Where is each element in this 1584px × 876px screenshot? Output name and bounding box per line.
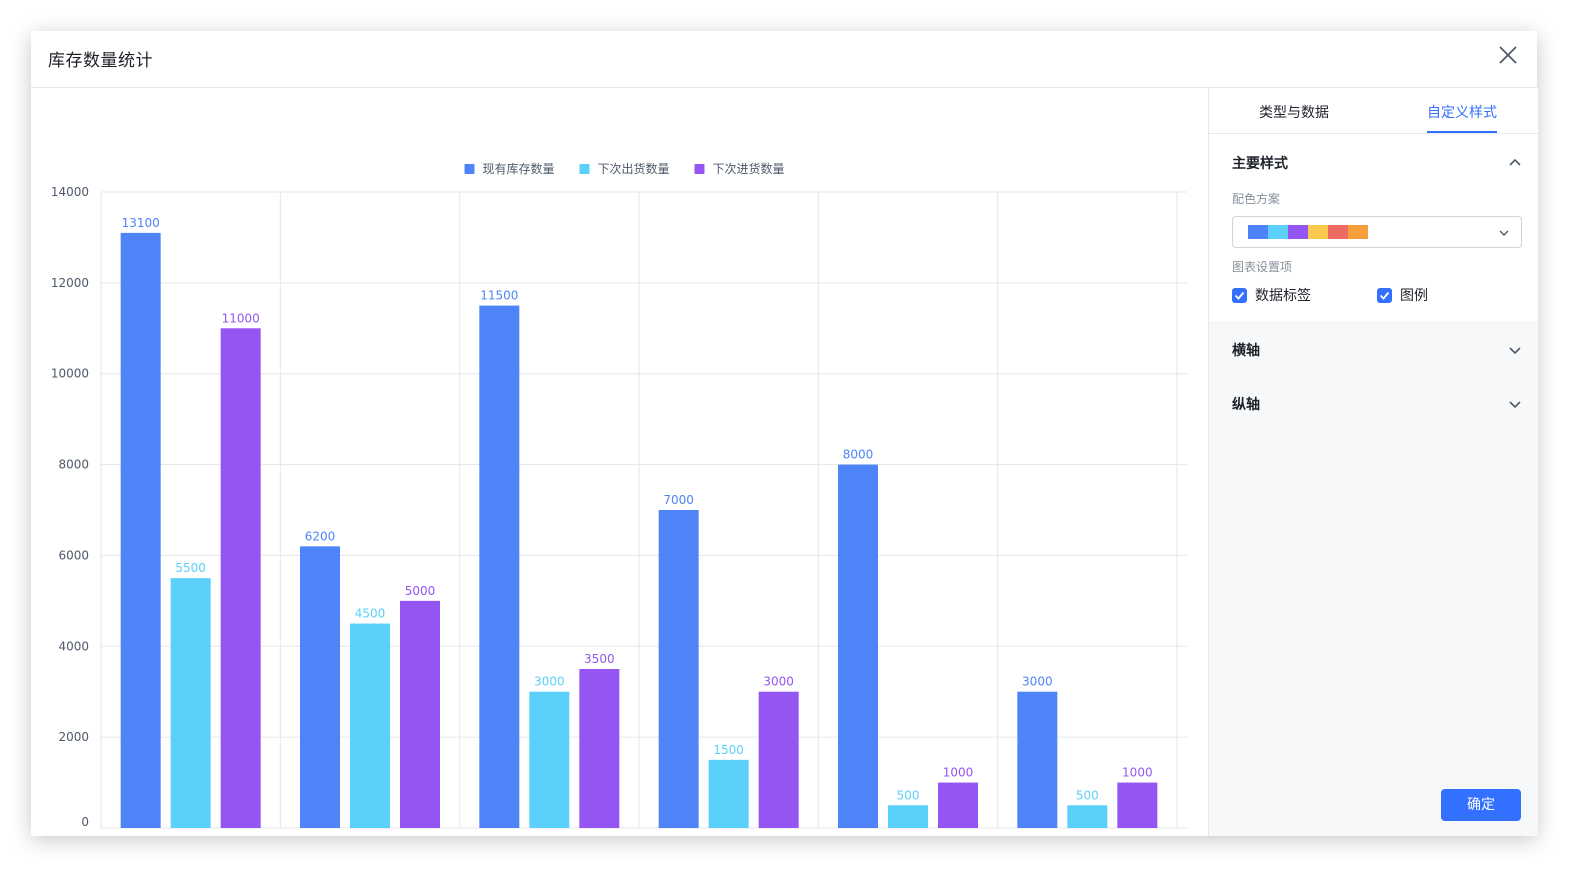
y-tick-label: 6000 (58, 548, 89, 562)
y-tick-label: 14000 (51, 185, 89, 199)
data-label: 1500 (713, 743, 744, 757)
bar (708, 759, 749, 828)
tab-custom-style[interactable]: 自定义样式 (1427, 105, 1497, 121)
main-style-title: 主要样式 (1232, 156, 1288, 172)
data-label: 7000 (663, 493, 694, 507)
chevron-up-icon[interactable] (1508, 154, 1522, 168)
color-scheme-select[interactable] (1232, 216, 1522, 248)
color-swatch (1348, 225, 1368, 239)
bar (479, 305, 520, 828)
tab-type-data[interactable]: 类型与数据 (1259, 105, 1329, 121)
data-label: 11000 (222, 311, 260, 325)
color-swatch (1308, 225, 1328, 239)
legend-item: 下次进货数量 (713, 161, 785, 176)
bar (220, 328, 261, 828)
legend-item: 现有库存数量 (483, 161, 555, 176)
confirm-button[interactable]: 确定 (1441, 789, 1521, 821)
y-tick-label: 8000 (58, 458, 89, 472)
data-label: 13100 (122, 216, 160, 230)
check-icon (1377, 287, 1392, 303)
y-axis-section[interactable]: 纵轴 (1232, 397, 1260, 413)
color-swatch (1288, 225, 1308, 239)
color-swatch (1328, 225, 1348, 239)
collapsed-sections: 横轴 纵轴 (1209, 321, 1538, 836)
bar (579, 669, 620, 828)
data-label: 1000 (1122, 766, 1153, 780)
bar (350, 623, 390, 828)
dialog-title: 库存数量统计 (48, 51, 153, 71)
data-labels-checkbox[interactable]: 数据标签 (1232, 285, 1311, 305)
bar (170, 578, 211, 828)
y-tick-label: 2000 (58, 730, 89, 744)
data-label: 500 (1076, 788, 1099, 802)
x-axis-section[interactable]: 横轴 (1232, 343, 1260, 359)
check-icon (1232, 287, 1247, 303)
data-label: 3000 (1022, 675, 1053, 689)
data-label: 3000 (763, 675, 794, 689)
color-swatch (1268, 225, 1288, 239)
y-tick-label: 12000 (51, 276, 89, 290)
data-label: 3500 (584, 652, 615, 666)
bar (400, 600, 440, 828)
data-label: 6200 (305, 529, 336, 543)
dialog-header: 库存数量统计 (31, 31, 1537, 88)
color-scheme-label: 配色方案 (1232, 192, 1281, 206)
bar (300, 546, 340, 828)
data-label: 3000 (534, 675, 565, 689)
data-label: 11500 (480, 289, 518, 303)
legend-swatch (464, 164, 475, 174)
legend-checkbox[interactable]: 图例 (1377, 285, 1428, 305)
color-swatch (1248, 225, 1268, 239)
close-icon[interactable] (1497, 44, 1519, 66)
legend-item: 下次出货数量 (598, 161, 670, 176)
chart-dialog: 库存数量统计 0 2000 4000 6000 8000 10000 12000 14000 1… (31, 31, 1538, 853)
bar (529, 691, 570, 828)
bar (758, 691, 799, 828)
bar (120, 232, 161, 828)
settings-panel: 类型与数据 自定义样式 主要样式 配色方案 图表设置项 数据标签 图例 (1208, 88, 1538, 836)
bar (658, 510, 699, 828)
data-labels-label: 数据标签 (1255, 288, 1311, 304)
bar (938, 782, 978, 828)
data-label: 500 (897, 788, 920, 802)
bar (838, 464, 878, 828)
data-label: 1000 (943, 766, 974, 780)
color-swatches (1248, 225, 1368, 239)
y-tick-label: 4000 (58, 639, 89, 653)
chevron-down-icon[interactable] (1508, 396, 1522, 410)
y-tick-label: 10000 (51, 367, 89, 381)
chart-options-label: 图表设置项 (1232, 260, 1293, 274)
bar (1117, 782, 1158, 828)
bar (1067, 805, 1108, 828)
legend-swatch (579, 164, 590, 174)
chart-area: 0 2000 4000 6000 8000 10000 12000 14000 13100 550… (31, 88, 1207, 853)
bar-chart: 0 2000 4000 6000 8000 10000 12000 14000 13100 550… (51, 161, 1187, 853)
data-label: 5000 (405, 584, 436, 598)
legend-swatch (694, 164, 705, 174)
data-label: 4500 (355, 607, 386, 621)
bar (1017, 691, 1058, 828)
chevron-down-icon (1497, 225, 1511, 239)
data-label: 8000 (843, 448, 874, 462)
bar (888, 805, 928, 828)
y-tick-label: 0 (81, 815, 89, 829)
data-label: 5500 (175, 561, 206, 575)
legend-label: 图例 (1400, 288, 1428, 304)
active-tab-indicator (1427, 131, 1497, 133)
panel-tabs: 类型与数据 自定义样式 (1209, 88, 1538, 134)
chevron-down-icon[interactable] (1508, 342, 1522, 356)
